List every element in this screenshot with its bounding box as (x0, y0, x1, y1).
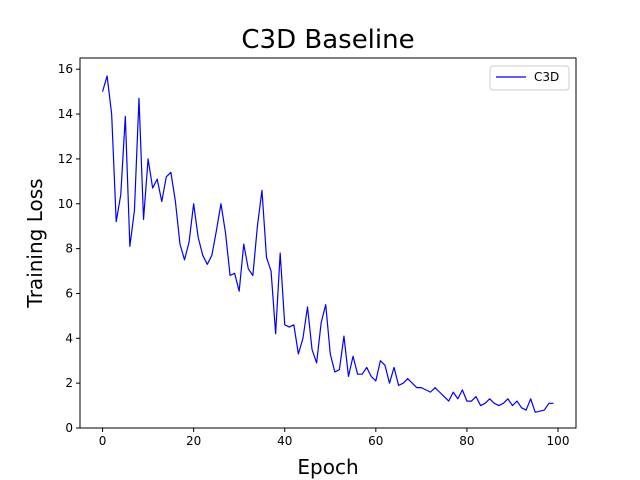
series-line-c3d (101, 75, 554, 413)
plot-frame (79, 57, 577, 429)
plot-area (101, 75, 554, 413)
x-axis-title: Epoch (297, 455, 358, 479)
y-tick-label: 16 (58, 62, 73, 76)
y-axis: 0 2 4 6 8 10 12 14 16 (58, 62, 80, 435)
x-tick-label: 0 (99, 434, 107, 448)
y-axis-title: Training Loss (23, 178, 47, 308)
y-tick-label: 6 (65, 286, 73, 300)
x-tick-label: 60 (368, 434, 383, 448)
y-tick-label: 8 (65, 242, 73, 256)
y-tick-label: 14 (58, 107, 73, 121)
y-tick-label: 0 (65, 421, 73, 435)
x-tick-label: 80 (459, 434, 474, 448)
x-tick-label: 40 (277, 434, 292, 448)
x-tick-label: 20 (186, 434, 201, 448)
y-tick-label: 12 (58, 152, 73, 166)
x-axis: 0 20 40 60 80 100 (99, 428, 570, 448)
legend-box (489, 65, 570, 91)
y-tick-label: 2 (65, 376, 73, 390)
chart-title: C3D Baseline (241, 25, 414, 55)
y-tick-label: 10 (58, 197, 73, 211)
legend: C3D (489, 65, 570, 91)
x-tick-label: 100 (547, 434, 570, 448)
legend-label-c3d: C3D (534, 70, 559, 84)
y-tick-label: 4 (65, 331, 73, 345)
